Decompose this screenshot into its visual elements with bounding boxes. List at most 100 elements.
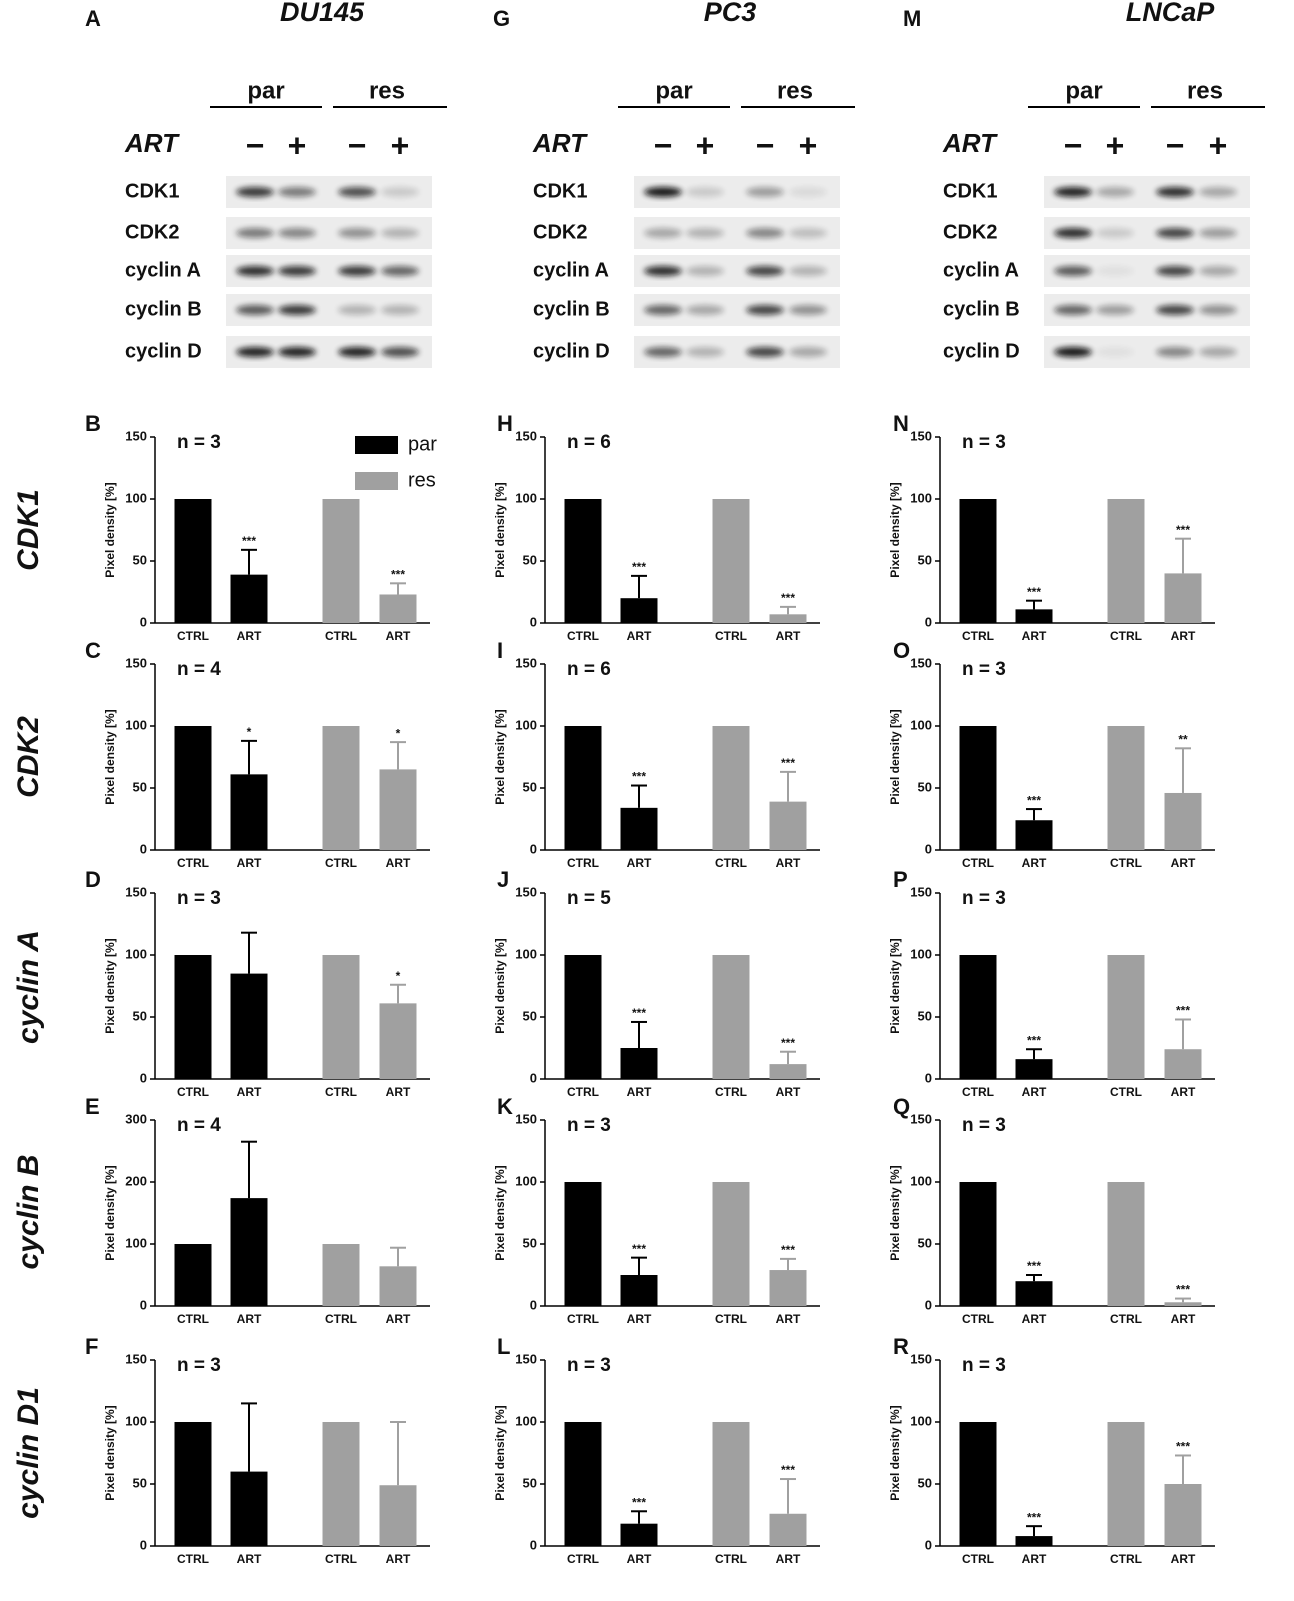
protein-label: cyclin B — [125, 298, 202, 320]
panel-letter: M — [903, 6, 921, 31]
y-tick-label: 0 — [140, 614, 147, 629]
y-tick-label: 50 — [523, 552, 537, 567]
blot-band — [1096, 305, 1134, 315]
panel-letter: K — [497, 1094, 513, 1119]
x-tick-label: ART — [1022, 1312, 1047, 1326]
y-tick-label: 50 — [523, 1475, 537, 1490]
x-tick-label: CTRL — [325, 629, 357, 643]
blot-band — [1156, 305, 1194, 315]
legend-label: res — [408, 469, 436, 491]
bar — [322, 1422, 360, 1546]
significance-label: *** — [632, 1495, 646, 1509]
row-label: CDK1 — [12, 489, 45, 571]
y-axis-label: Pixel density [%] — [103, 938, 117, 1033]
legend-label: par — [408, 433, 437, 455]
n-label: n = 6 — [567, 432, 611, 453]
treatment-sign: − — [756, 127, 775, 163]
error-bar — [1175, 1454, 1191, 1484]
blot-band — [1054, 266, 1092, 276]
bar — [564, 1182, 602, 1306]
treatment-sign: − — [1064, 127, 1083, 163]
row-label: cyclin D1 — [12, 1387, 45, 1519]
group-label: par — [247, 77, 284, 104]
blot-band — [1199, 187, 1237, 197]
bar — [769, 1513, 807, 1546]
blot-band — [1156, 187, 1194, 197]
y-tick-label: 150 — [910, 1351, 932, 1366]
bar — [1164, 573, 1202, 623]
x-tick-label: CTRL — [177, 1312, 209, 1326]
row-label: cyclin B — [12, 1154, 45, 1269]
n-label: n = 3 — [177, 432, 221, 453]
error-bar — [1175, 537, 1191, 574]
significance-label: * — [247, 725, 252, 739]
x-tick-label: ART — [237, 1085, 262, 1099]
y-tick-label: 100 — [515, 1173, 537, 1188]
significance-label: ** — [1178, 732, 1188, 746]
y-tick-label: 50 — [523, 1008, 537, 1023]
y-axis-label: Pixel density [%] — [493, 709, 507, 804]
bar — [959, 1182, 997, 1306]
bar — [379, 1485, 417, 1546]
protein-label: cyclin D — [533, 340, 610, 362]
y-tick-label: 0 — [140, 1070, 147, 1085]
x-tick-label: ART — [776, 1312, 801, 1326]
significance-label: *** — [781, 756, 795, 770]
bar — [959, 726, 997, 850]
x-tick-label: ART — [386, 629, 411, 643]
protein-label: CDK2 — [533, 221, 587, 243]
bar — [712, 499, 750, 623]
error-bar — [241, 1402, 257, 1472]
n-label: n = 4 — [177, 659, 221, 680]
y-tick-label: 150 — [910, 1111, 932, 1126]
bar — [712, 1422, 750, 1546]
legend-swatch — [355, 472, 398, 490]
row-label: cyclin A — [12, 930, 45, 1044]
treatment-label: ART — [532, 128, 588, 158]
panel-letter: D — [85, 867, 101, 892]
y-tick-label: 100 — [515, 717, 537, 732]
blot-band — [1156, 347, 1194, 357]
protein-label: CDK1 — [533, 180, 587, 202]
bar — [1107, 726, 1145, 850]
y-tick-label: 50 — [523, 1235, 537, 1250]
n-label: n = 6 — [567, 659, 611, 680]
significance-label: * — [396, 969, 401, 983]
blot-band — [236, 266, 274, 276]
x-tick-label: ART — [627, 1312, 652, 1326]
treatment-sign: − — [348, 127, 367, 163]
x-tick-label: CTRL — [177, 1085, 209, 1099]
cell-line-title: DU145 — [280, 0, 365, 27]
y-tick-label: 100 — [125, 946, 147, 961]
bar — [230, 1471, 268, 1546]
treatment-label: ART — [942, 128, 998, 158]
x-tick-label: ART — [1022, 1085, 1047, 1099]
error-bar — [631, 1020, 647, 1048]
significance-label: *** — [632, 770, 646, 784]
blot-band — [1156, 266, 1194, 276]
blot-band — [746, 228, 784, 238]
bar — [379, 594, 417, 623]
panel-letter: O — [893, 638, 910, 663]
y-tick-label: 50 — [918, 1475, 932, 1490]
blot-band — [789, 228, 827, 238]
treatment-sign: + — [696, 127, 715, 163]
blot-band — [746, 187, 784, 197]
y-tick-label: 0 — [530, 1297, 537, 1312]
treatment-sign: + — [799, 127, 818, 163]
bar — [174, 1244, 212, 1306]
protein-label: cyclin A — [943, 259, 1019, 281]
bar — [379, 1003, 417, 1079]
y-tick-label: 100 — [910, 490, 932, 505]
x-tick-label: CTRL — [1110, 1085, 1142, 1099]
blot-band — [789, 187, 827, 197]
treatment-sign: + — [288, 127, 307, 163]
treatment-sign: + — [1106, 127, 1125, 163]
y-tick-label: 50 — [918, 552, 932, 567]
bar — [1015, 609, 1053, 623]
n-label: n = 3 — [962, 432, 1006, 453]
x-tick-label: ART — [1022, 1552, 1047, 1566]
bar — [230, 774, 268, 850]
protein-label: cyclin D — [125, 340, 202, 362]
